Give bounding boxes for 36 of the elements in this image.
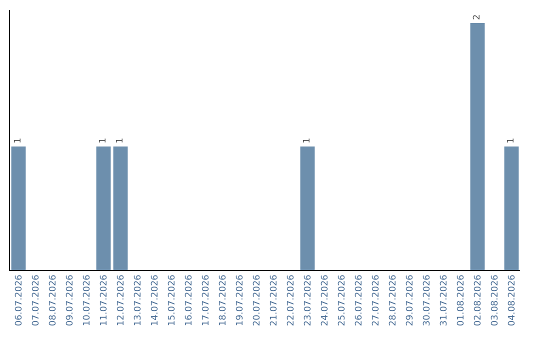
- x-tick-label: 07.07.2026: [31, 274, 42, 326]
- data-label: 1: [506, 138, 517, 144]
- x-tick-label: 08.07.2026: [48, 274, 58, 326]
- x-tick-label: 24.07.2026: [320, 274, 330, 326]
- x-tick-label: 13.07.2026: [133, 274, 144, 326]
- x-tick-label: 21.07.2026: [269, 274, 280, 326]
- x-tick-label: 01.08.2026: [456, 274, 466, 326]
- x-tick-label: 03.08.2026: [490, 274, 500, 326]
- x-tick-label: 29.07.2026: [405, 274, 416, 326]
- x-tick-label: 20.07.2026: [252, 274, 262, 326]
- x-tick-label: 12.07.2026: [116, 274, 126, 326]
- x-tick-label: 18.07.2026: [218, 274, 228, 326]
- x-tick-label: 25.07.2026: [337, 274, 348, 326]
- x-tick-label: 17.07.2026: [201, 274, 212, 326]
- data-label: 2: [472, 14, 483, 20]
- x-tick-label: 22.07.2026: [286, 274, 296, 326]
- data-label: 1: [302, 138, 312, 144]
- x-tick-label: 27.07.2026: [371, 274, 382, 326]
- data-label: 1: [116, 138, 126, 144]
- x-tick-label: 09.07.2026: [65, 274, 76, 326]
- x-tick-label: 02.08.2026: [473, 274, 484, 326]
- x-tick-label: 04.08.2026: [507, 274, 518, 326]
- x-tick-label: 14.07.2026: [150, 274, 160, 326]
- x-tick-label: 31.07.2026: [439, 274, 450, 326]
- x-tick-label: 11.07.2026: [99, 274, 110, 326]
- x-tick-label: 23.07.2026: [303, 274, 314, 326]
- x-tick-label: 16.07.2026: [184, 274, 194, 326]
- x-tick-label: 26.07.2026: [354, 274, 364, 326]
- x-tick-label: 30.07.2026: [422, 274, 432, 326]
- data-label: 1: [14, 138, 24, 144]
- data-label: 1: [98, 138, 109, 144]
- x-tick-label: 19.07.2026: [235, 274, 246, 326]
- x-tick-label: 28.07.2026: [388, 274, 398, 326]
- x-tick-label: 10.07.2026: [82, 274, 92, 326]
- x-tick-label: 15.07.2026: [167, 274, 178, 326]
- x-tick-label: 06.07.2026: [14, 274, 24, 326]
